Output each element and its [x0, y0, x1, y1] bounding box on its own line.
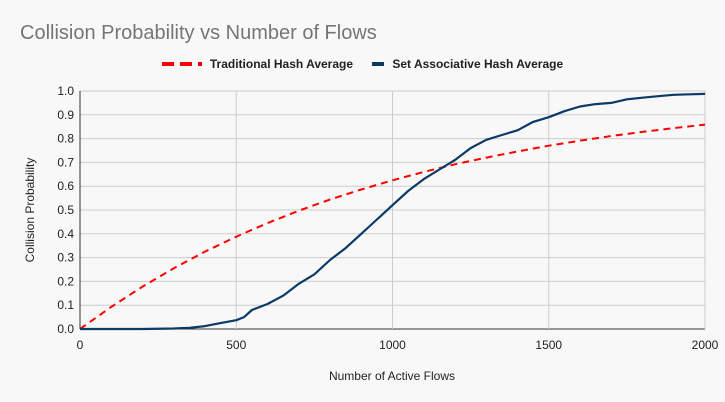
- x-tick-label: 2000: [692, 338, 719, 352]
- legend-swatch-solid: [372, 62, 385, 66]
- legend: Traditional Hash Average Set Associative…: [0, 57, 725, 71]
- x-tick-label: 0: [77, 338, 84, 352]
- y-tick-label: 0.2: [57, 274, 74, 288]
- x-axis-label: Number of Active Flows: [329, 369, 455, 383]
- y-tick-label: 0.3: [57, 251, 74, 265]
- y-tick-label: 0.7: [57, 155, 74, 169]
- y-tick-label: 0.9: [57, 108, 74, 122]
- chart-title: Collision Probability vs Number of Flows: [20, 22, 377, 44]
- legend-item-set-associative[interactable]: Set Associative Hash Average: [372, 57, 563, 71]
- y-tick-label: 0.8: [57, 132, 74, 146]
- x-tick-label: 1000: [379, 338, 406, 352]
- y-tick-label: 0.6: [57, 179, 74, 193]
- series-line-1: [80, 92, 706, 331]
- y-tick-label: 0.1: [57, 298, 74, 312]
- y-tick-label: 1.0: [57, 84, 74, 98]
- y-tick-label: 0.4: [57, 227, 74, 241]
- legend-item-traditional[interactable]: Traditional Hash Average: [161, 57, 354, 71]
- legend-label: Traditional Hash Average: [209, 57, 354, 71]
- legend-swatch-dashed: [161, 62, 202, 66]
- y-axis-label: Collision Probability: [23, 158, 37, 263]
- series-line-0: [79, 123, 706, 330]
- x-tick-label: 1500: [535, 338, 562, 352]
- x-tick-label: 500: [226, 338, 246, 352]
- y-tick-label: 0.5: [57, 203, 74, 217]
- y-tick-label: 0.0: [57, 322, 74, 336]
- legend-label: Set Associative Hash Average: [392, 57, 564, 71]
